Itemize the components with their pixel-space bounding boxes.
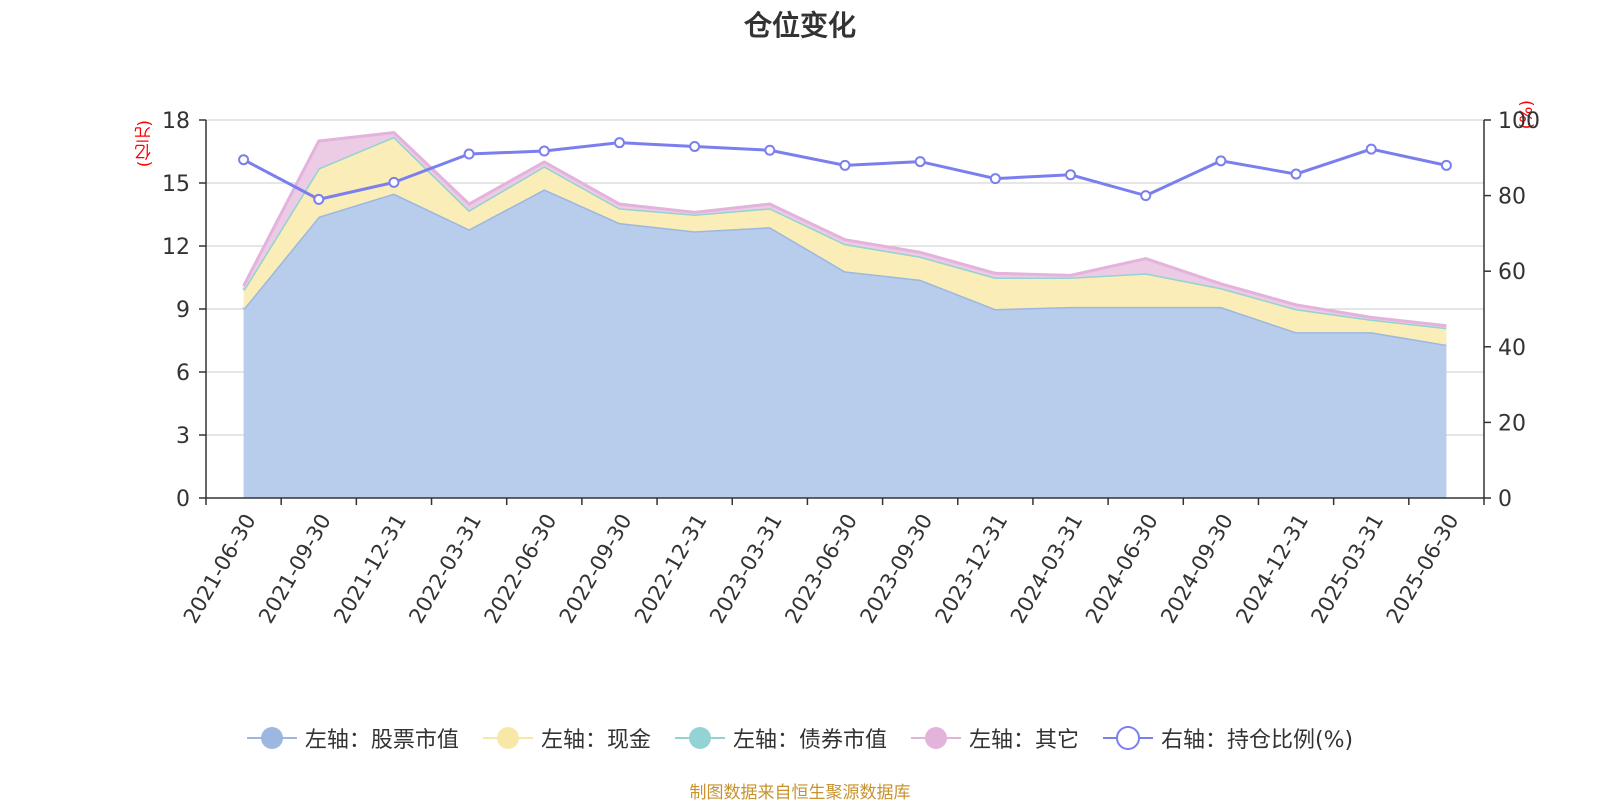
line-point <box>463 148 475 160</box>
legend-item[interactable]: 左轴：其它 <box>910 722 1079 754</box>
legend-label: 右轴：持仓比例(%) <box>1160 728 1354 753</box>
line-point <box>1290 168 1302 180</box>
source-note: 制图数据来自恒生聚源数据库 <box>689 783 911 803</box>
line-point <box>238 154 250 166</box>
left-tick-label: 15 <box>162 172 190 197</box>
x-tick-label: 2025-03-31 <box>1306 510 1388 628</box>
x-tick-label: 2021-12-31 <box>329 510 411 628</box>
line-point <box>914 156 926 168</box>
line-point <box>1065 169 1077 181</box>
x-tick-label: 2022-12-31 <box>630 510 712 628</box>
x-tick-label: 2022-03-31 <box>404 510 486 628</box>
x-tick-label: 2021-09-30 <box>254 510 336 628</box>
legend-item[interactable]: 右轴：持仓比例(%) <box>1102 722 1354 754</box>
chart-canvas: 0 3 6 9 12 15 18 0 20 40 60 80 100 2021-06-302021-09-… <box>162 109 1540 628</box>
area-左轴：现金 <box>243 136 1447 345</box>
area-左轴：股票市值 <box>243 189 1447 499</box>
left-tick-label: 6 <box>176 361 190 386</box>
line-point <box>538 145 550 157</box>
legend-marker-icon <box>1102 726 1153 750</box>
line-point <box>989 173 1001 185</box>
line-point <box>1140 190 1152 202</box>
right-tick-label: 60 <box>1498 260 1526 285</box>
right-tick-label: 100 <box>1498 109 1540 134</box>
x-tick-label: 2025-06-30 <box>1382 510 1464 628</box>
line-point <box>839 159 851 171</box>
legend-label: 左轴：债券市值 <box>732 728 887 753</box>
legend-marker-icon <box>674 727 725 749</box>
x-tick-label: 2024-12-31 <box>1231 510 1313 628</box>
left-tick-label: 0 <box>176 487 190 512</box>
x-tick-label: 2024-03-31 <box>1006 510 1088 628</box>
x-tick-label: 2024-06-30 <box>1081 510 1163 628</box>
left-tick-label: 12 <box>162 235 190 260</box>
left-tick-label: 9 <box>176 298 190 323</box>
x-tick-label: 2021-06-30 <box>179 510 261 628</box>
legend-label: 左轴：其它 <box>968 728 1079 753</box>
left-tick-label: 18 <box>162 109 190 134</box>
x-tick-label: 2023-09-30 <box>855 510 937 628</box>
right-tick-label: 20 <box>1498 411 1526 436</box>
legend-item[interactable]: 左轴：债券市值 <box>674 722 887 754</box>
legend-marker-icon <box>246 727 297 749</box>
right-tick-label: 40 <box>1498 336 1526 361</box>
legend-marker-icon <box>482 727 533 749</box>
legend-item[interactable]: 左轴：股票市值 <box>246 722 459 754</box>
legend: 左轴：股票市值 左轴：现金 左轴：债券市值 左轴：其它 右轴：持仓比例(%) <box>0 722 1600 754</box>
line-point <box>689 140 701 152</box>
legend-label: 左轴：现金 <box>540 728 651 753</box>
legend-item[interactable]: 左轴：现金 <box>482 722 651 754</box>
line-point <box>313 193 325 205</box>
area-line-左轴：其它 <box>242 131 1447 328</box>
x-tick-label: 2022-06-30 <box>480 510 562 628</box>
line-point <box>1365 143 1377 155</box>
chart-title: 仓位变化 <box>743 9 856 42</box>
legend-label: 左轴：股票市值 <box>304 728 459 753</box>
x-tick-label: 2024-09-30 <box>1156 510 1238 628</box>
right-tick-label: 80 <box>1498 185 1526 210</box>
line-point <box>388 176 400 188</box>
line-point <box>764 144 776 156</box>
right-tick-label: 0 <box>1498 487 1512 512</box>
line-point <box>1440 159 1452 171</box>
line-point <box>613 137 625 149</box>
legend-marker-icon <box>910 727 961 749</box>
left-tick-label: 3 <box>176 424 190 449</box>
x-tick-label: 2023-12-31 <box>931 510 1013 628</box>
line-point <box>1215 155 1227 167</box>
x-tick-label: 2022-09-30 <box>555 510 637 628</box>
x-tick-label: 2023-06-30 <box>780 510 862 628</box>
x-tick-label: 2023-03-31 <box>705 510 787 628</box>
